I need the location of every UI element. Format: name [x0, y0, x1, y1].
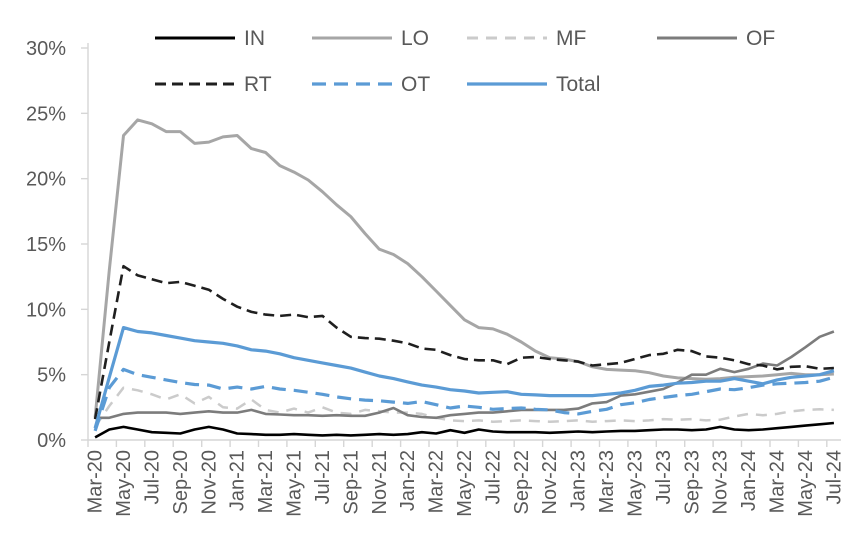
x-tick-label: May-20 [113, 450, 135, 517]
x-tick-label: Jul-24 [823, 450, 845, 504]
x-tick-label: Sep-20 [170, 450, 192, 515]
legend-line-icon [155, 82, 235, 86]
series-line-OF [95, 330, 835, 420]
legend-line-icon [467, 36, 547, 40]
y-tick-label: 10% [26, 299, 66, 321]
x-tick-label: Nov-22 [539, 450, 561, 514]
x-tick-label: Jul-21 [312, 450, 334, 504]
y-tick-label: 15% [26, 234, 66, 256]
x-tick-label: Jan-22 [397, 450, 419, 511]
legend-line-icon [657, 36, 737, 40]
x-tick-label: Mar-24 [767, 450, 789, 513]
series-line-RT [93, 264, 834, 420]
y-tick-label: 5% [37, 365, 66, 387]
x-tick-label: Jan-23 [568, 450, 590, 511]
legend-item-mf: MF [467, 26, 586, 50]
x-tick-label: Jul-20 [141, 450, 163, 504]
x-tick-label: Mar-20 [85, 450, 107, 513]
y-tick-label: 25% [26, 103, 66, 125]
x-tick-label: Sep-23 [681, 450, 703, 515]
x-tick-label: Nov-23 [710, 450, 732, 514]
legend-label-lo: LO [401, 26, 430, 50]
x-tick-label: Sep-22 [511, 450, 533, 515]
series-line-MF [94, 386, 834, 428]
legend-line-icon [312, 36, 392, 40]
legend-label-ot: OT [401, 72, 431, 96]
x-tick-label: May-23 [625, 450, 647, 517]
legend-item-rt: RT [155, 72, 272, 96]
legend-item-of: OF [657, 26, 775, 50]
series-line-LO [93, 118, 834, 418]
x-tick-label: May-22 [454, 450, 476, 517]
series-line-OT [93, 367, 835, 432]
legend-label-of: OF [746, 26, 776, 50]
legend-label-mf: MF [556, 26, 587, 50]
legend-item-total: Total [467, 72, 600, 96]
x-tick-label: Mar-23 [596, 450, 618, 513]
legend-item-ot: OT [312, 72, 430, 96]
series-line-IN [94, 421, 835, 439]
x-tick-label: Jan-21 [227, 450, 249, 511]
x-tick-label: May-24 [795, 450, 817, 517]
x-tick-label: Nov-21 [369, 450, 391, 514]
legend-item-in: IN [155, 26, 265, 50]
legend-item-lo: LO [312, 26, 429, 50]
legend-label-in: IN [244, 26, 265, 50]
x-tick-label: Jul-23 [653, 450, 675, 504]
y-tick-label: 0% [37, 430, 66, 452]
y-tick-label: 20% [26, 169, 66, 191]
legend-line-icon [467, 82, 547, 86]
legend-line-icon [312, 82, 392, 86]
y-tick-label: 30% [26, 38, 66, 60]
x-tick-label: Jan-24 [738, 450, 760, 511]
x-tick-label: Jul-22 [482, 450, 504, 504]
legend-label-rt: RT [244, 72, 272, 96]
x-tick-label: Nov-20 [198, 450, 220, 514]
x-tick-label: Mar-22 [426, 450, 448, 513]
legend-line-icon [155, 36, 235, 40]
x-tick-label: Sep-21 [340, 450, 362, 515]
x-tick-label: Mar-21 [255, 450, 277, 513]
legend-label-total: Total [556, 72, 601, 96]
x-tick-label: May-21 [284, 450, 306, 517]
series-line-Total [93, 326, 835, 429]
